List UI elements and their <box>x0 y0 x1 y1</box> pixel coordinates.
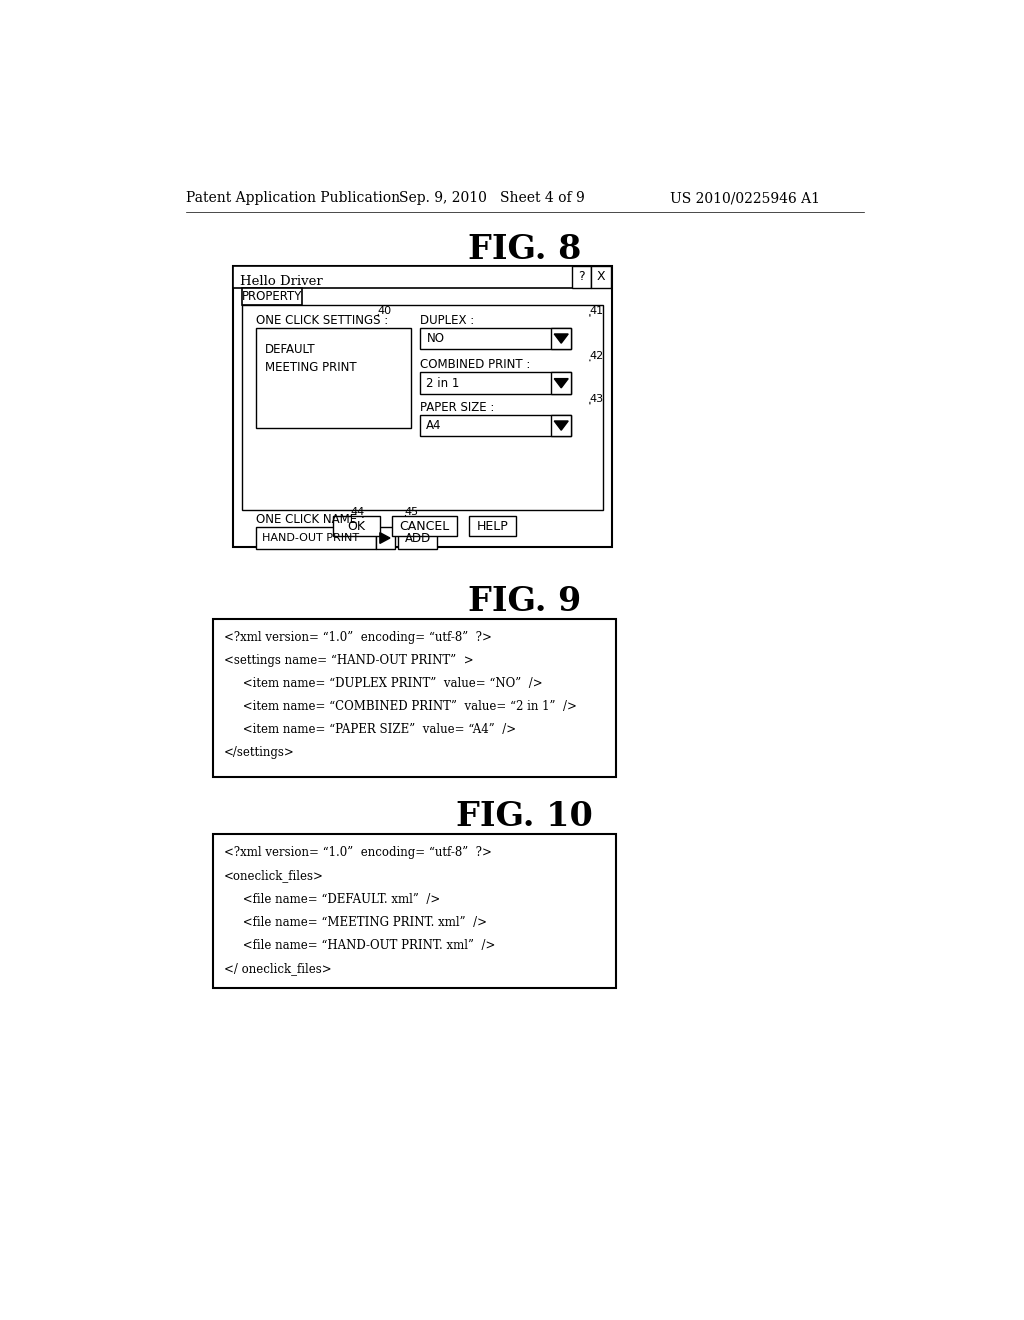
FancyBboxPatch shape <box>551 327 571 350</box>
FancyBboxPatch shape <box>398 527 437 549</box>
Text: HELP: HELP <box>476 520 508 533</box>
FancyBboxPatch shape <box>376 527 394 549</box>
FancyBboxPatch shape <box>469 516 515 536</box>
Text: <?xml version= “1.0”  encoding= “utf-8”  ?>: <?xml version= “1.0” encoding= “utf-8” ?… <box>224 846 492 859</box>
Text: ONE CLICK SETTINGS :: ONE CLICK SETTINGS : <box>256 314 388 326</box>
Text: NO: NO <box>426 333 444 345</box>
FancyBboxPatch shape <box>232 267 612 548</box>
Text: X: X <box>596 271 605 284</box>
Polygon shape <box>554 379 568 388</box>
Text: <file name= “HAND-OUT PRINT. xml”  />: <file name= “HAND-OUT PRINT. xml” /> <box>224 939 496 952</box>
Text: <file name= “MEETING PRINT. xml”  />: <file name= “MEETING PRINT. xml” /> <box>224 916 487 929</box>
FancyBboxPatch shape <box>572 267 591 288</box>
FancyBboxPatch shape <box>242 305 603 511</box>
Text: <?xml version= “1.0”  encoding= “utf-8”  ?>: <?xml version= “1.0” encoding= “utf-8” ?… <box>224 631 492 644</box>
Text: 44: 44 <box>350 507 365 517</box>
Text: 43: 43 <box>589 393 603 404</box>
FancyBboxPatch shape <box>420 414 571 437</box>
FancyBboxPatch shape <box>213 834 616 989</box>
Text: Hello Driver: Hello Driver <box>241 275 324 288</box>
Text: <settings name= “HAND-OUT PRINT”  >: <settings name= “HAND-OUT PRINT” > <box>224 653 474 667</box>
FancyBboxPatch shape <box>551 414 571 437</box>
Text: A4: A4 <box>426 418 442 432</box>
FancyBboxPatch shape <box>420 327 571 350</box>
Text: FIG. 9: FIG. 9 <box>468 585 582 618</box>
Text: <oneclick_files>: <oneclick_files> <box>224 870 324 883</box>
Polygon shape <box>554 421 568 430</box>
Polygon shape <box>380 533 390 544</box>
Text: FIG. 10: FIG. 10 <box>457 800 593 833</box>
FancyBboxPatch shape <box>334 516 380 536</box>
Text: 42: 42 <box>589 351 603 362</box>
Text: DUPLEX :: DUPLEX : <box>420 314 474 326</box>
Text: US 2010/0225946 A1: US 2010/0225946 A1 <box>671 191 820 206</box>
Text: <item name= “COMBINED PRINT”  value= “2 in 1”  />: <item name= “COMBINED PRINT” value= “2 i… <box>224 700 577 713</box>
Text: </settings>: </settings> <box>224 746 295 759</box>
Text: ?: ? <box>579 271 585 284</box>
FancyBboxPatch shape <box>213 619 616 776</box>
Polygon shape <box>554 334 568 343</box>
Text: PAPER SIZE :: PAPER SIZE : <box>420 401 495 414</box>
FancyBboxPatch shape <box>551 372 571 395</box>
Text: Sep. 9, 2010   Sheet 4 of 9: Sep. 9, 2010 Sheet 4 of 9 <box>399 191 585 206</box>
Text: DEFAULT: DEFAULT <box>265 343 315 356</box>
Text: FIG. 8: FIG. 8 <box>468 232 582 265</box>
FancyBboxPatch shape <box>391 516 458 536</box>
Text: ONE CLICK NAME :: ONE CLICK NAME : <box>256 513 365 527</box>
FancyBboxPatch shape <box>591 267 611 288</box>
Text: PROPERTY: PROPERTY <box>242 289 302 302</box>
Text: ADD: ADD <box>404 532 431 545</box>
Text: 45: 45 <box>404 507 419 517</box>
Text: CANCEL: CANCEL <box>399 520 450 533</box>
Text: 2 in 1: 2 in 1 <box>426 376 460 389</box>
FancyBboxPatch shape <box>242 288 302 305</box>
Text: 40: 40 <box>378 306 391 315</box>
FancyBboxPatch shape <box>256 327 411 428</box>
FancyBboxPatch shape <box>256 527 376 549</box>
Text: HAND-OUT PRINT: HAND-OUT PRINT <box>262 533 359 543</box>
Text: <item name= “DUPLEX PRINT”  value= “NO”  />: <item name= “DUPLEX PRINT” value= “NO” /… <box>224 677 543 690</box>
Text: <item name= “PAPER SIZE”  value= “A4”  />: <item name= “PAPER SIZE” value= “A4” /> <box>224 723 516 737</box>
Text: </ oneclick_files>: </ oneclick_files> <box>224 962 332 975</box>
Text: <file name= “DEFAULT. xml”  />: <file name= “DEFAULT. xml” /> <box>224 892 440 906</box>
FancyBboxPatch shape <box>420 372 571 395</box>
Text: 41: 41 <box>589 306 603 315</box>
Text: Patent Application Publication: Patent Application Publication <box>186 191 400 206</box>
Text: OK: OK <box>347 520 366 533</box>
Text: COMBINED PRINT :: COMBINED PRINT : <box>420 358 530 371</box>
Text: MEETING PRINT: MEETING PRINT <box>265 362 356 375</box>
FancyBboxPatch shape <box>232 267 612 288</box>
